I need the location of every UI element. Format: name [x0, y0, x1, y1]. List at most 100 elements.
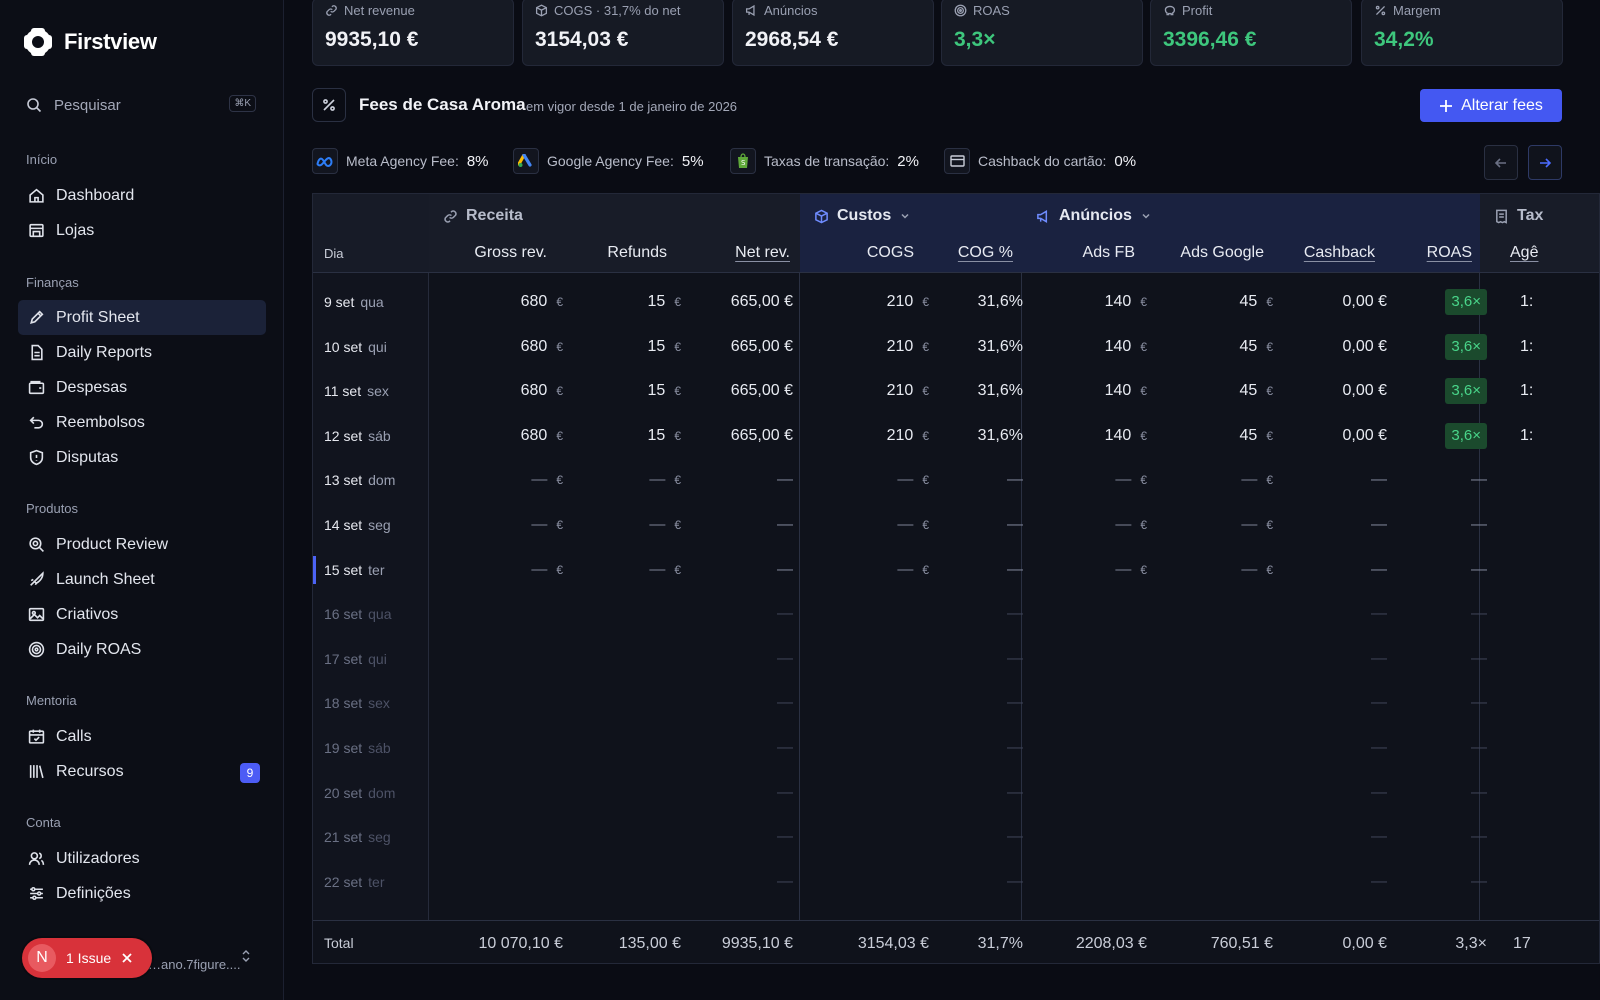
- cell-cashback[interactable]: —: [1371, 771, 1387, 815]
- cell-tax[interactable]: 1:: [1520, 382, 1534, 400]
- cell-roas[interactable]: —: [1471, 860, 1487, 904]
- table-row[interactable]: 22 set ter — — — —: [313, 860, 1599, 904]
- cell-ads-google[interactable]: 45 €: [1240, 325, 1273, 369]
- scroll-right-button[interactable]: [1528, 145, 1562, 180]
- cell-ads-fb[interactable]: — €: [1115, 503, 1147, 547]
- cell-roas[interactable]: —: [1471, 771, 1487, 815]
- nav-reembolsos[interactable]: Reembolsos: [18, 405, 266, 440]
- cell-tax[interactable]: 1:: [1520, 426, 1534, 444]
- cell-gross[interactable]: — €: [531, 503, 563, 547]
- table-row[interactable]: 11 set sex 680 €15 €665,00 € 210 €31,6% 140 €45 €…: [313, 369, 1599, 413]
- cell-roas[interactable]: —: [1471, 637, 1487, 681]
- cell-cogs[interactable]: 210 €: [887, 280, 929, 324]
- cell-cog-pct[interactable]: —: [1007, 548, 1023, 592]
- cell-gross[interactable]: 680 €: [521, 414, 563, 458]
- cell-cashback[interactable]: —: [1371, 637, 1387, 681]
- cell-cog-pct[interactable]: —: [1007, 458, 1023, 502]
- cell-tax[interactable]: 1:: [1520, 293, 1534, 310]
- cell-cog-pct[interactable]: 31,6%: [978, 414, 1023, 458]
- cell-net[interactable]: 665,00 €: [731, 325, 793, 369]
- cell-ads-google[interactable]: 45 €: [1240, 369, 1273, 413]
- cell-ads-fb[interactable]: 140 €: [1105, 414, 1147, 458]
- cell-refunds[interactable]: — €: [649, 458, 681, 502]
- cell-roas[interactable]: 3,6×: [1445, 325, 1487, 369]
- search-trigger[interactable]: Pesquisar ⌘K: [26, 92, 256, 118]
- cell-roas[interactable]: —: [1471, 548, 1487, 592]
- cell-cashback[interactable]: 0,00 €: [1343, 414, 1387, 458]
- cell-gross[interactable]: 680 €: [521, 280, 563, 324]
- column-header-ads-google[interactable]: Ads Google: [1180, 244, 1264, 261]
- cell-ads-fb[interactable]: 140 €: [1105, 280, 1147, 324]
- cell-roas[interactable]: 3,6×: [1445, 414, 1487, 458]
- nav-profit-sheet[interactable]: Profit Sheet: [18, 300, 266, 335]
- column-header-net[interactable]: Net rev.: [735, 244, 790, 261]
- cell-ads-google[interactable]: — €: [1241, 503, 1273, 547]
- cell-net[interactable]: —: [777, 592, 793, 636]
- column-header-cogs[interactable]: COGS: [866, 244, 914, 261]
- cell-refunds[interactable]: 15 €: [648, 325, 681, 369]
- table-row[interactable]: 14 set seg — € — € — — € — — € — € — —: [313, 503, 1599, 547]
- column-header-ads-fb[interactable]: Ads FB: [1082, 244, 1135, 261]
- cell-net[interactable]: —: [777, 458, 793, 502]
- cell-net[interactable]: 665,00 €: [731, 414, 793, 458]
- cell-cogs[interactable]: 210 €: [887, 369, 929, 413]
- column-header-cashback[interactable]: Cashback: [1303, 244, 1375, 261]
- cell-roas[interactable]: —: [1471, 503, 1487, 547]
- chevron-updown-icon[interactable]: [240, 948, 252, 969]
- cell-cog-pct[interactable]: —: [1007, 503, 1023, 547]
- cell-cog-pct[interactable]: —: [1007, 771, 1023, 815]
- alterar-fees-button[interactable]: Alterar fees: [1420, 89, 1562, 122]
- cell-refunds[interactable]: 15 €: [648, 369, 681, 413]
- cell-roas[interactable]: —: [1471, 681, 1487, 725]
- cell-roas[interactable]: —: [1471, 726, 1487, 770]
- cell-cashback[interactable]: —: [1371, 860, 1387, 904]
- cell-ads-google[interactable]: — €: [1241, 458, 1273, 502]
- nav-calls[interactable]: Calls: [18, 719, 266, 754]
- cell-cog-pct[interactable]: 31,6%: [978, 369, 1023, 413]
- cell-roas[interactable]: 3,6×: [1445, 369, 1487, 413]
- cell-net[interactable]: —: [777, 681, 793, 725]
- cell-net[interactable]: —: [777, 815, 793, 859]
- nav-recursos[interactable]: Recursos 9: [18, 754, 266, 789]
- cell-cogs[interactable]: 210 €: [887, 325, 929, 369]
- nav-lojas[interactable]: Lojas: [18, 213, 266, 248]
- cell-gross[interactable]: — €: [531, 458, 563, 502]
- cell-ads-google[interactable]: 45 €: [1240, 414, 1273, 458]
- cell-net[interactable]: —: [777, 548, 793, 592]
- nav-launch-sheet[interactable]: Launch Sheet: [18, 562, 266, 597]
- cell-cog-pct[interactable]: 31,6%: [978, 325, 1023, 369]
- cell-cashback[interactable]: 0,00 €: [1343, 280, 1387, 324]
- cell-cogs[interactable]: — €: [897, 548, 929, 592]
- close-icon[interactable]: [121, 952, 133, 964]
- cell-cashback[interactable]: —: [1371, 548, 1387, 592]
- nav-daily-reports[interactable]: Daily Reports: [18, 335, 266, 370]
- table-row[interactable]: 15 set ter — € — € — — € — — € — € — —: [313, 548, 1599, 592]
- cell-cashback[interactable]: —: [1371, 592, 1387, 636]
- cell-ads-google[interactable]: — €: [1241, 548, 1273, 592]
- table-row[interactable]: 18 set sex — — — —: [313, 681, 1599, 725]
- cell-cogs[interactable]: 210 €: [887, 414, 929, 458]
- cell-net[interactable]: —: [777, 860, 793, 904]
- nav-product-review[interactable]: Product Review: [18, 527, 266, 562]
- cell-refunds[interactable]: — €: [649, 503, 681, 547]
- cell-cashback[interactable]: —: [1371, 458, 1387, 502]
- cell-refunds[interactable]: 15 €: [648, 280, 681, 324]
- nav-utilizadores[interactable]: Utilizadores: [18, 841, 266, 876]
- table-row[interactable]: 17 set qui — — — —: [313, 637, 1599, 681]
- cell-cashback[interactable]: —: [1371, 503, 1387, 547]
- table-row[interactable]: 20 set dom — — — —: [313, 771, 1599, 815]
- cell-cashback[interactable]: —: [1371, 815, 1387, 859]
- cell-roas[interactable]: —: [1471, 815, 1487, 859]
- nav-despesas[interactable]: Despesas: [18, 370, 266, 405]
- cell-ads-fb[interactable]: — €: [1115, 458, 1147, 502]
- column-header-roas[interactable]: ROAS: [1426, 244, 1472, 261]
- cell-net[interactable]: —: [777, 726, 793, 770]
- cell-net[interactable]: —: [777, 503, 793, 547]
- cell-roas[interactable]: —: [1471, 458, 1487, 502]
- cell-cog-pct[interactable]: —: [1007, 726, 1023, 770]
- nav-definicoes[interactable]: Definições: [18, 876, 266, 911]
- table-row[interactable]: 9 set qua 680 €15 €665,00 € 210 €31,6% 140 €45 €0…: [313, 280, 1599, 324]
- group-title-custos[interactable]: Custos: [814, 207, 911, 225]
- cell-net[interactable]: 665,00 €: [731, 280, 793, 324]
- logo[interactable]: Firstview: [22, 26, 157, 58]
